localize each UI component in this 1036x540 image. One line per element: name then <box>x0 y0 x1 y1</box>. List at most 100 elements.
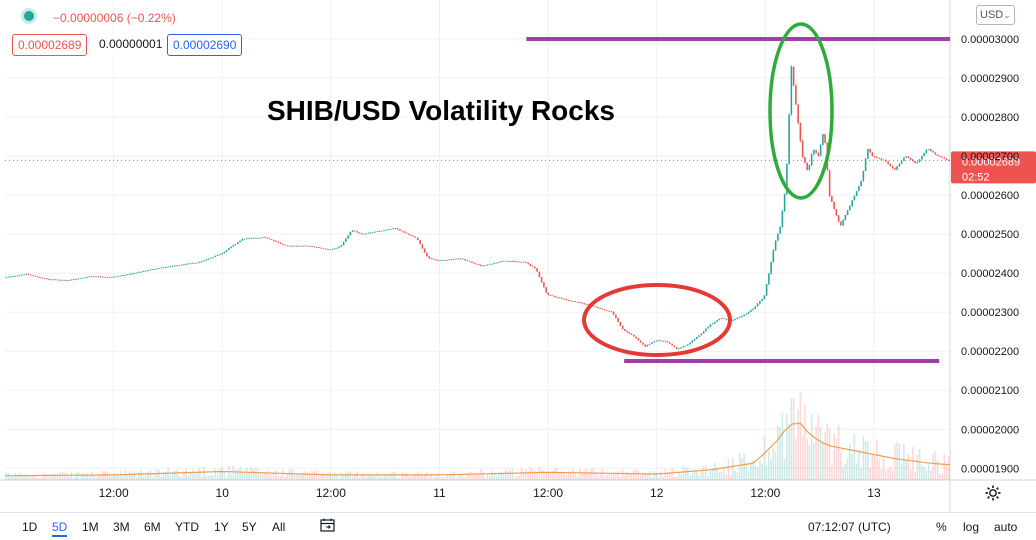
volume-bar <box>842 467 844 480</box>
volume-bar <box>430 473 433 480</box>
volume-bar <box>732 457 734 480</box>
candle-body <box>363 234 365 235</box>
volume-bar <box>297 473 300 480</box>
volume-bar <box>151 476 154 480</box>
volume-bar <box>419 474 421 480</box>
candle-body <box>444 259 446 261</box>
candle-body <box>381 230 383 232</box>
volume-bar <box>417 471 419 480</box>
volume-bar <box>916 454 919 480</box>
range-1y[interactable]: 1Y <box>214 520 229 534</box>
volume-bar <box>574 473 577 480</box>
range-6m[interactable]: 6M <box>144 520 161 534</box>
currency-select[interactable]: USD⌄ <box>976 5 1015 25</box>
volume-bar <box>196 472 199 480</box>
range-5d[interactable]: 5D <box>52 520 68 537</box>
percent-scale-toggle[interactable]: % <box>936 520 947 534</box>
volume-bar <box>462 475 464 480</box>
volume-bar <box>549 473 552 480</box>
buy-price-button[interactable]: 0.00002690 <box>167 34 243 56</box>
candle-body <box>41 277 43 279</box>
candle-body <box>520 261 523 263</box>
date-range-icon[interactable] <box>320 518 336 532</box>
volume-bar <box>707 475 709 480</box>
volume-bar <box>471 472 473 480</box>
volume-bar <box>120 470 122 480</box>
volume-bar <box>144 475 147 480</box>
candle-body <box>162 267 165 269</box>
candle-body <box>144 270 147 272</box>
volume-bar <box>738 453 741 480</box>
range-5y[interactable]: 5Y <box>242 520 257 534</box>
volume-bar <box>554 468 556 480</box>
candle-body <box>585 304 588 305</box>
volume-bar <box>9 476 12 480</box>
candle-body <box>320 247 322 249</box>
volume-bar <box>849 444 851 480</box>
candle-body <box>77 278 79 280</box>
volume-bar <box>261 473 264 480</box>
candle-body <box>309 246 311 247</box>
candle-body <box>167 266 169 268</box>
volume-bar <box>313 471 316 480</box>
sell-price-button[interactable]: 0.00002689 <box>12 34 88 56</box>
candle-body <box>630 333 633 335</box>
volume-bar <box>651 477 653 480</box>
candle-body <box>896 166 898 170</box>
volume-bar <box>468 471 471 480</box>
candle-body <box>554 296 556 298</box>
range-3m[interactable]: 3M <box>113 520 130 534</box>
range-ytd[interactable]: YTD <box>175 520 199 534</box>
volume-bar <box>169 475 172 480</box>
utc-clock[interactable]: 07:12:07 (UTC) <box>808 520 891 534</box>
candle-body <box>304 245 307 247</box>
volume-bar <box>306 472 309 480</box>
volume-bar <box>266 470 268 480</box>
candle-body <box>597 307 599 309</box>
candle-body <box>394 228 397 230</box>
volume-bar <box>828 427 831 480</box>
volume-bar <box>948 455 950 480</box>
volume-bar <box>192 469 194 480</box>
volume-bar <box>588 474 590 480</box>
candle-body <box>90 276 93 278</box>
candle-body <box>540 277 543 283</box>
volume-bar <box>133 471 136 480</box>
volume-bar <box>927 464 930 480</box>
volume-bar <box>54 473 57 480</box>
candle-body <box>619 322 622 326</box>
candle-body <box>660 340 662 342</box>
candle-body <box>16 275 19 277</box>
volume-bar <box>711 468 714 480</box>
volume-bar <box>601 469 604 480</box>
volume-bar <box>871 454 874 480</box>
volume-bar <box>880 469 883 480</box>
gear-icon[interactable] <box>984 484 1002 502</box>
candle-body <box>66 280 68 282</box>
candle-body <box>88 276 91 278</box>
volume-bar <box>750 463 752 480</box>
volume-bar <box>115 473 118 480</box>
volume-bar <box>309 474 311 480</box>
volume-bar <box>446 473 448 480</box>
candle-body <box>612 311 615 315</box>
volume-bar <box>221 467 223 480</box>
volume-bar <box>921 465 923 480</box>
candle-body <box>322 248 325 250</box>
volume-bar <box>275 470 277 480</box>
candle-body <box>414 236 417 238</box>
volume-bar <box>270 474 273 480</box>
auto-scale-toggle[interactable]: auto <box>994 520 1018 534</box>
candle-body <box>329 249 331 251</box>
candle-body <box>576 302 579 303</box>
volume-bar <box>349 471 352 480</box>
volume-bar <box>943 454 946 480</box>
candle-body <box>113 276 115 278</box>
log-scale-toggle[interactable]: log <box>963 520 980 534</box>
candle-body <box>725 318 727 320</box>
range-all[interactable]: All <box>272 520 286 534</box>
candle-body <box>257 237 259 239</box>
range-1d[interactable]: 1D <box>22 520 38 534</box>
range-1m[interactable]: 1M <box>82 520 99 534</box>
